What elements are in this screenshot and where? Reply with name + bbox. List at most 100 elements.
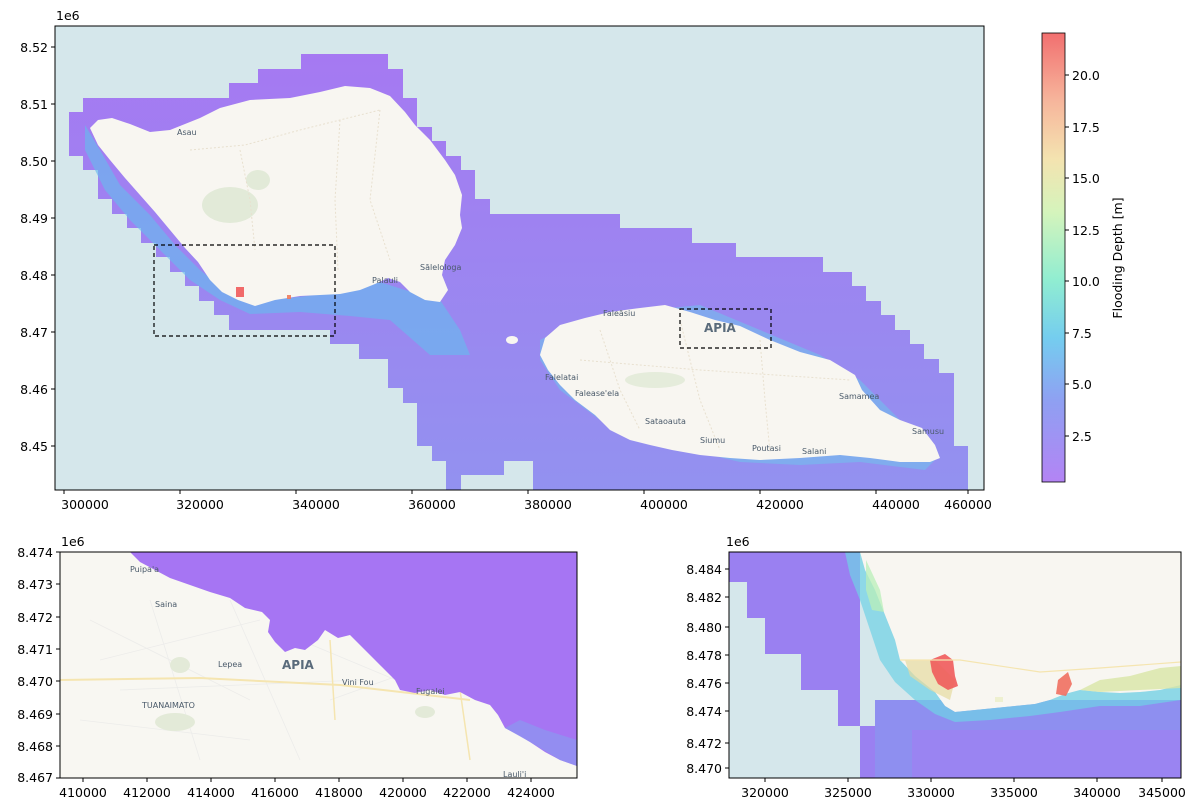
x-tick-label: 460000 [944, 497, 992, 512]
coastal-flood-band-savaii [85, 125, 470, 355]
colorbar-tick: 7.5 [1072, 326, 1092, 341]
x-tick-label: 300000 [61, 497, 109, 512]
place-label: Asau [177, 128, 197, 137]
place-label: APIA [704, 321, 737, 335]
main-map: Asau Palauli Sālelologa Faleāsiu APIA Fa… [55, 26, 984, 490]
place-label: Sālelologa [420, 263, 461, 272]
y-tick-label: 8.48 [20, 268, 48, 283]
main-x-axis: 300000 320000 340000 360000 380000 40000… [61, 490, 992, 512]
colorbar: 2.5 5.0 7.5 10.0 12.5 15.0 17.5 20.0 Flo… [1041, 32, 1125, 483]
colorbar-tick: 2.5 [1072, 429, 1092, 444]
x-tick-label: 380000 [524, 497, 572, 512]
place-label: Lauli'i [503, 770, 526, 779]
y-offset-label: 1e6 [61, 534, 85, 549]
y-tick-label: 8.49 [20, 211, 48, 226]
place-label: Samamea [839, 392, 879, 401]
x-tick-label: 410000 [59, 785, 107, 800]
road-network [189, 109, 851, 453]
x-tick-label: 414000 [187, 785, 235, 800]
colorbar-label: Flooding Depth [m] [1110, 197, 1125, 318]
y-tick-label: 8.467 [17, 770, 53, 785]
place-label: Salani [802, 447, 826, 456]
place-label: Faleāsiu [603, 309, 635, 318]
inset-box-apia [679, 308, 772, 349]
colorbar-tick: 20.0 [1072, 68, 1100, 83]
y-tick-label: 8.472 [17, 610, 53, 625]
flood-extent-area [729, 552, 912, 778]
colorbar-tick: 15.0 [1072, 171, 1100, 186]
y-offset-label: 1e6 [56, 8, 80, 23]
place-label: Vini Fou [342, 678, 374, 687]
x-tick-label: 424000 [507, 785, 555, 800]
y-tick-label: 8.478 [686, 648, 722, 663]
island-upolu [540, 305, 940, 462]
y-tick-label: 8.468 [17, 739, 53, 754]
flood-extent-area [130, 552, 577, 766]
colorbar-gradient [1042, 33, 1065, 482]
place-label: Sataoauta [645, 417, 686, 426]
x-tick-label: 440000 [872, 497, 920, 512]
y-tick-label: 8.474 [686, 704, 722, 719]
y-tick-label: 8.482 [686, 590, 722, 605]
place-label: Samusu [912, 427, 944, 436]
y-tick-label: 8.45 [20, 439, 48, 454]
inset-box-south-coast [153, 244, 336, 337]
x-tick-label: 422000 [443, 785, 491, 800]
place-label: Saina [155, 600, 177, 609]
high-flood-hotspot [236, 287, 244, 297]
x-tick-label: 412000 [123, 785, 171, 800]
y-tick-label: 8.470 [686, 761, 722, 776]
y-tick-label: 8.46 [20, 382, 48, 397]
inset-south-map [729, 552, 1181, 778]
x-tick-label: 418000 [315, 785, 363, 800]
x-tick-label: 325000 [824, 785, 872, 800]
place-label: Palauli [372, 276, 398, 285]
inset-apia-x-axis: 410000 412000 414000 416000 418000 42000… [59, 778, 555, 800]
y-tick-label: 8.476 [686, 676, 722, 691]
place-label: Poutasi [752, 444, 781, 453]
high-flood-hotspot [287, 295, 291, 299]
x-tick-label: 400000 [640, 497, 688, 512]
park-area [202, 187, 258, 223]
y-tick-label: 8.471 [17, 642, 53, 657]
place-label: Puipa'a [130, 565, 159, 574]
inset-apia-map: Puipa'a Saina Lepea APIA Vini Fou Fugale… [60, 552, 577, 779]
high-flood-hotspot [1056, 672, 1072, 696]
y-tick-label: 8.474 [17, 545, 53, 560]
inset-apia-y-axis: 8.467 8.468 8.469 8.470 8.471 8.472 8.47… [17, 534, 84, 785]
colorbar-tick: 5.0 [1072, 377, 1092, 392]
islet [506, 336, 518, 344]
inset-south-y-axis: 8.470 8.472 8.474 8.476 8.478 8.480 8.48… [686, 534, 749, 776]
inset-south-frame [728, 551, 1182, 779]
inset-south-x-axis: 320000 325000 330000 335000 340000 34500… [741, 778, 1186, 800]
island-savaii [90, 86, 462, 306]
y-tick-label: 8.51 [20, 97, 48, 112]
main-map-frame [54, 25, 985, 491]
y-offset-label: 1e6 [726, 534, 750, 549]
place-label: Falease'ela [575, 389, 619, 398]
x-tick-label: 360000 [408, 497, 456, 512]
colorbar-tick: 12.5 [1072, 223, 1100, 238]
inset-apia-frame [59, 551, 578, 779]
x-tick-label: 420000 [379, 785, 427, 800]
place-label: Fugalei [416, 687, 445, 696]
x-tick-label: 416000 [251, 785, 299, 800]
place-label: APIA [282, 658, 315, 672]
y-tick-label: 8.47 [20, 325, 48, 340]
park-area [625, 372, 685, 388]
x-tick-label: 330000 [907, 785, 955, 800]
main-y-axis: 8.45 8.46 8.47 8.48 8.49 8.50 8.51 8.52 … [20, 8, 79, 454]
y-tick-label: 8.469 [17, 707, 53, 722]
x-tick-label: 320000 [741, 785, 789, 800]
colorbar-tick: 17.5 [1072, 120, 1100, 135]
y-tick-label: 8.52 [20, 40, 48, 55]
x-tick-label: 340000 [292, 497, 340, 512]
park-area [246, 170, 270, 190]
high-flood-hotspot [930, 654, 958, 690]
y-tick-label: 8.480 [686, 620, 722, 635]
place-label: TUANAIMATO [141, 701, 195, 710]
x-tick-label: 420000 [756, 497, 804, 512]
colorbar-tick: 10.0 [1072, 274, 1100, 289]
place-label: Siumu [700, 436, 725, 445]
y-tick-label: 8.473 [17, 577, 53, 592]
